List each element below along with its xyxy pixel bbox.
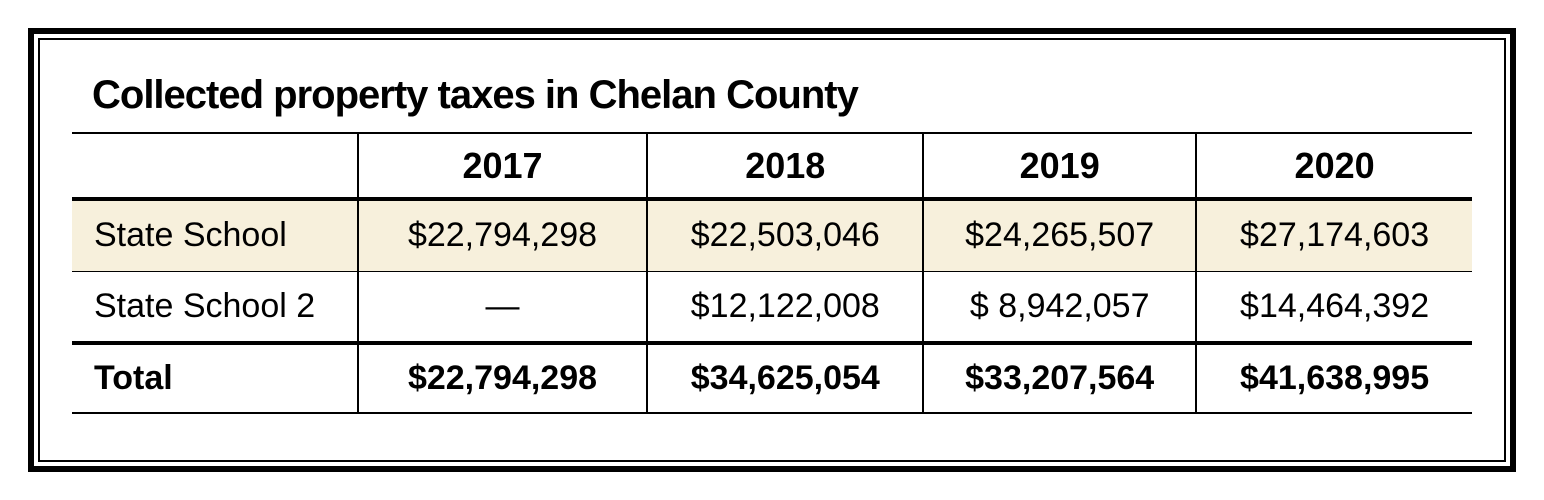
value-cell: $27,174,603 — [1195, 199, 1472, 271]
row-state-school: State School $22,794,298 $22,503,046 $24… — [72, 199, 1472, 271]
row-state-school-2: State School 2 — $12,122,008 $ 8,942,057… — [72, 270, 1472, 343]
header-row: 2017 2018 2019 2020 — [72, 132, 1472, 201]
value-cell: $22,794,298 — [356, 341, 648, 414]
value-cell: $ 8,942,057 — [922, 270, 1197, 343]
header-year-2020: 2020 — [1195, 132, 1472, 201]
header-year-2018: 2018 — [646, 132, 924, 201]
value-cell: $34,625,054 — [646, 341, 924, 414]
property-tax-table: 2017 2018 2019 2020 State School $22,794… — [72, 132, 1472, 414]
row-label: Total — [72, 341, 358, 414]
value-cell: $33,207,564 — [922, 341, 1197, 414]
figure-title: Collected property taxes in Chelan Count… — [92, 73, 859, 117]
figure-frame: Collected property taxes in Chelan Count… — [28, 28, 1516, 472]
value-cell: $12,122,008 — [646, 270, 924, 343]
value-cell-dash: — — [356, 270, 648, 343]
row-label: State School — [72, 199, 358, 271]
header-blank-cell — [72, 132, 358, 201]
value-cell: $22,794,298 — [356, 199, 648, 271]
value-cell: $22,503,046 — [646, 199, 924, 271]
header-year-2019: 2019 — [922, 132, 1197, 201]
value-cell: $24,265,507 — [922, 199, 1197, 271]
row-total: Total $22,794,298 $34,625,054 $33,207,56… — [72, 341, 1472, 414]
figure-frame-inner: Collected property taxes in Chelan Count… — [38, 38, 1506, 462]
value-cell: $14,464,392 — [1195, 270, 1472, 343]
header-year-2017: 2017 — [356, 132, 648, 201]
value-cell: $41,638,995 — [1195, 341, 1472, 414]
row-label: State School 2 — [72, 270, 358, 343]
